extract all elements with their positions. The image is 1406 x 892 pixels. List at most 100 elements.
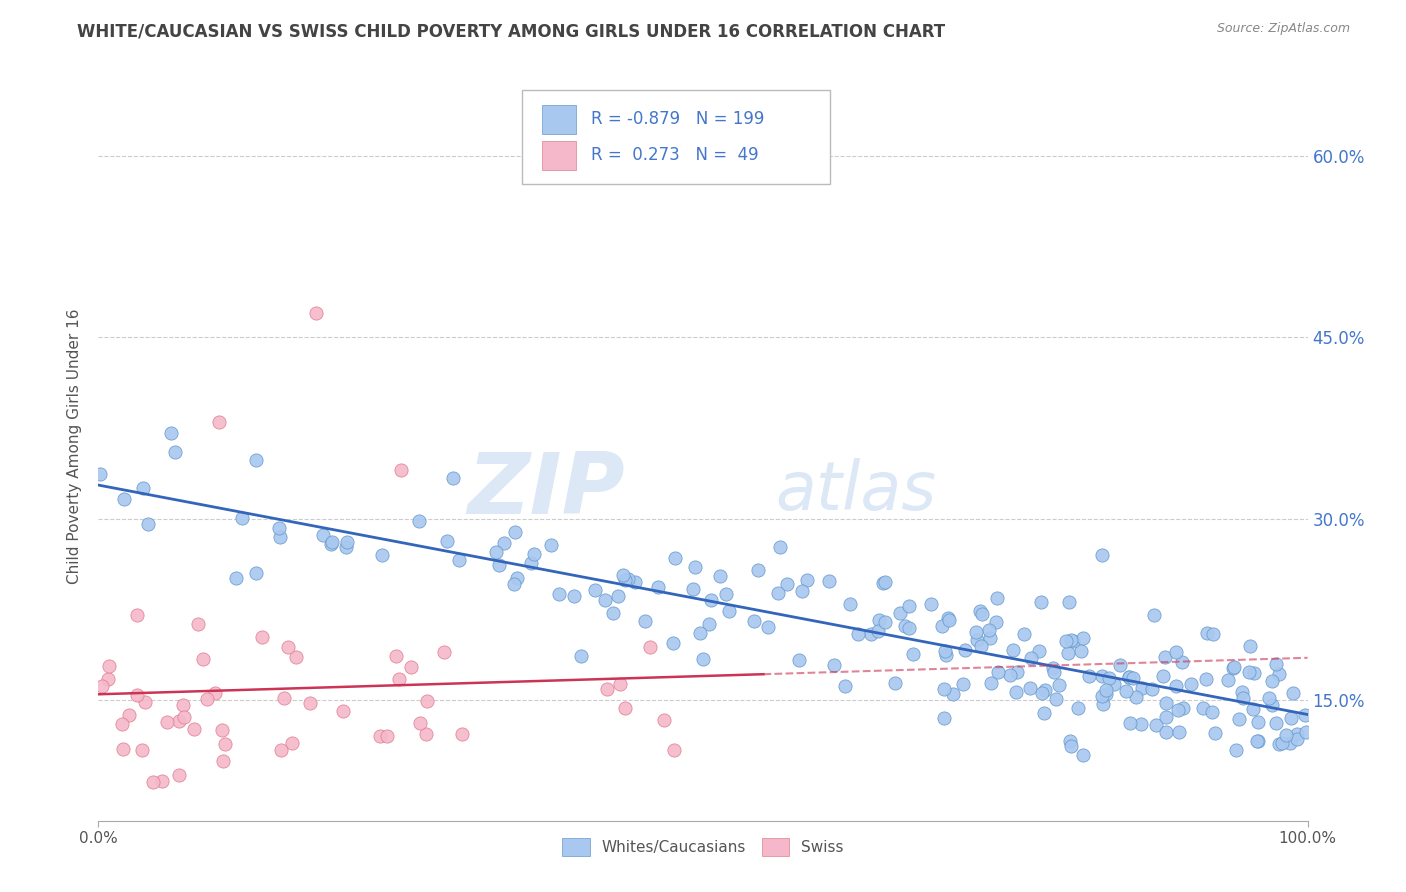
Point — [172, 698, 194, 713]
Point — [1257, 690, 1279, 705]
Point — [638, 640, 661, 654]
Point — [1152, 669, 1174, 683]
Point — [1279, 710, 1302, 724]
Point — [195, 692, 218, 706]
Point — [756, 620, 779, 634]
Point — [441, 471, 464, 485]
Point — [1042, 665, 1064, 679]
Point — [285, 649, 308, 664]
Point — [269, 530, 291, 544]
Point — [583, 583, 606, 598]
Point — [1019, 651, 1042, 665]
Point — [1031, 685, 1053, 699]
Point — [335, 540, 357, 554]
Point — [931, 619, 953, 633]
Point — [897, 621, 920, 635]
Point — [502, 577, 524, 591]
Point — [1108, 657, 1130, 672]
Point — [596, 682, 619, 697]
Point — [766, 586, 789, 600]
Point — [1115, 684, 1137, 698]
Point — [965, 624, 987, 639]
Point — [1222, 661, 1244, 675]
Text: WHITE/CAUCASIAN VS SWISS CHILD POVERTY AMONG GIRLS UNDER 16 CORRELATION CHART: WHITE/CAUCASIAN VS SWISS CHILD POVERTY A… — [77, 22, 945, 40]
Point — [742, 615, 765, 629]
Point — [613, 701, 636, 715]
Point — [1102, 677, 1125, 691]
Point — [211, 723, 233, 737]
Point — [998, 667, 1021, 681]
Point — [792, 584, 814, 599]
Point — [1192, 701, 1215, 715]
Point — [1294, 707, 1316, 722]
Point — [747, 563, 769, 577]
Point — [692, 651, 714, 665]
Point — [682, 582, 704, 596]
Point — [245, 453, 267, 467]
Point — [208, 415, 231, 429]
Point — [1164, 645, 1187, 659]
Point — [1091, 689, 1114, 703]
Point — [970, 639, 993, 653]
Point — [485, 545, 508, 559]
Point — [920, 597, 942, 611]
Point — [212, 754, 235, 768]
Point — [1092, 697, 1115, 711]
Point — [408, 514, 430, 528]
Point — [150, 774, 173, 789]
Point — [225, 571, 247, 585]
Point — [1232, 685, 1254, 699]
Point — [1029, 595, 1052, 609]
Point — [1059, 734, 1081, 748]
Point — [932, 711, 955, 725]
Point — [1237, 665, 1260, 680]
Point — [699, 592, 721, 607]
Point — [970, 607, 993, 621]
Point — [1071, 748, 1094, 763]
Point — [98, 659, 121, 673]
Point — [607, 589, 630, 603]
Point — [984, 615, 1007, 630]
Point — [1033, 706, 1056, 720]
Point — [1171, 655, 1194, 669]
Point — [134, 695, 156, 709]
Point — [1166, 679, 1188, 693]
Point — [868, 624, 890, 639]
Point — [1261, 698, 1284, 712]
Point — [1197, 625, 1219, 640]
Point — [818, 574, 841, 589]
Point — [1246, 733, 1268, 747]
Text: R =  0.273   N =  49: R = 0.273 N = 49 — [591, 146, 758, 164]
Point — [336, 535, 359, 549]
Point — [1007, 665, 1029, 679]
Point — [769, 540, 792, 554]
Point — [1243, 666, 1265, 681]
Point — [449, 553, 471, 567]
Point — [884, 675, 907, 690]
Point — [191, 652, 214, 666]
Point — [1091, 548, 1114, 562]
Point — [1071, 631, 1094, 645]
Point — [503, 524, 526, 539]
Point — [1130, 717, 1153, 731]
Point — [969, 604, 991, 618]
Point — [305, 306, 328, 320]
Point — [664, 551, 686, 566]
Point — [612, 568, 634, 582]
Point — [1054, 634, 1077, 648]
Point — [633, 615, 655, 629]
Point — [860, 627, 883, 641]
Point — [823, 658, 845, 673]
Point — [1285, 732, 1308, 747]
Point — [1154, 650, 1177, 665]
Point — [602, 606, 624, 620]
Point — [142, 775, 165, 789]
Point — [332, 704, 354, 718]
Point — [1094, 682, 1116, 697]
Point — [204, 686, 226, 700]
Point — [132, 481, 155, 495]
Point — [1247, 734, 1270, 748]
Point — [1218, 673, 1240, 687]
Point — [647, 581, 669, 595]
Point — [89, 467, 111, 481]
